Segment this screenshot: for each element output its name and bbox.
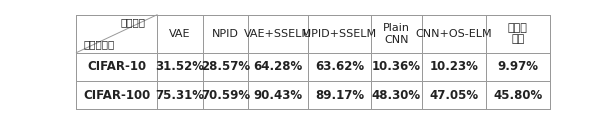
Text: CNN+OS-ELM: CNN+OS-ELM [415,29,492,39]
Bar [422,81,486,109]
Text: 本发明
方法: 本发明 方法 [508,23,528,45]
Text: 31.52%: 31.52% [155,60,204,73]
Bar [248,81,309,109]
Text: VAE: VAE [169,29,191,39]
Bar [203,53,248,81]
Text: 47.05%: 47.05% [430,89,478,102]
Bar [157,53,203,81]
Text: 方法名称: 方法名称 [120,17,145,27]
Bar [76,81,157,109]
Text: Plain
CNN: Plain CNN [383,23,410,45]
Text: 89.17%: 89.17% [315,89,364,102]
Text: CIFAR-100: CIFAR-100 [83,89,150,102]
Text: 75.31%: 75.31% [155,89,204,102]
Text: 45.80%: 45.80% [493,89,543,102]
Bar [422,15,486,53]
Text: 28.57%: 28.57% [201,60,250,73]
Text: 70.59%: 70.59% [201,89,250,102]
Bar [248,53,309,81]
Bar [157,81,203,109]
Bar [309,53,371,81]
Text: 90.43%: 90.43% [254,89,303,102]
Text: CIFAR-10: CIFAR-10 [87,60,146,73]
Text: UPID+SSELM: UPID+SSELM [303,29,376,39]
Text: 48.30%: 48.30% [371,89,421,102]
Text: 63.62%: 63.62% [315,60,364,73]
Bar [248,15,309,53]
Bar [422,53,486,81]
Bar [486,15,550,53]
Bar [486,53,550,81]
Text: NPID: NPID [212,29,239,39]
Text: 64.28%: 64.28% [254,60,303,73]
Text: 10.36%: 10.36% [372,60,421,73]
Bar [486,81,550,109]
Bar [203,81,248,109]
Text: 数据库名称: 数据库名称 [83,39,115,49]
Bar [76,53,157,81]
Text: 10.23%: 10.23% [430,60,478,73]
Bar [76,15,157,53]
Text: VAE+SSELM: VAE+SSELM [244,29,312,39]
Bar [309,81,371,109]
Bar [203,15,248,53]
Bar [371,81,422,109]
Bar [371,53,422,81]
Bar [309,15,371,53]
Bar [157,15,203,53]
Text: 9.97%: 9.97% [497,60,538,73]
Bar [371,15,422,53]
